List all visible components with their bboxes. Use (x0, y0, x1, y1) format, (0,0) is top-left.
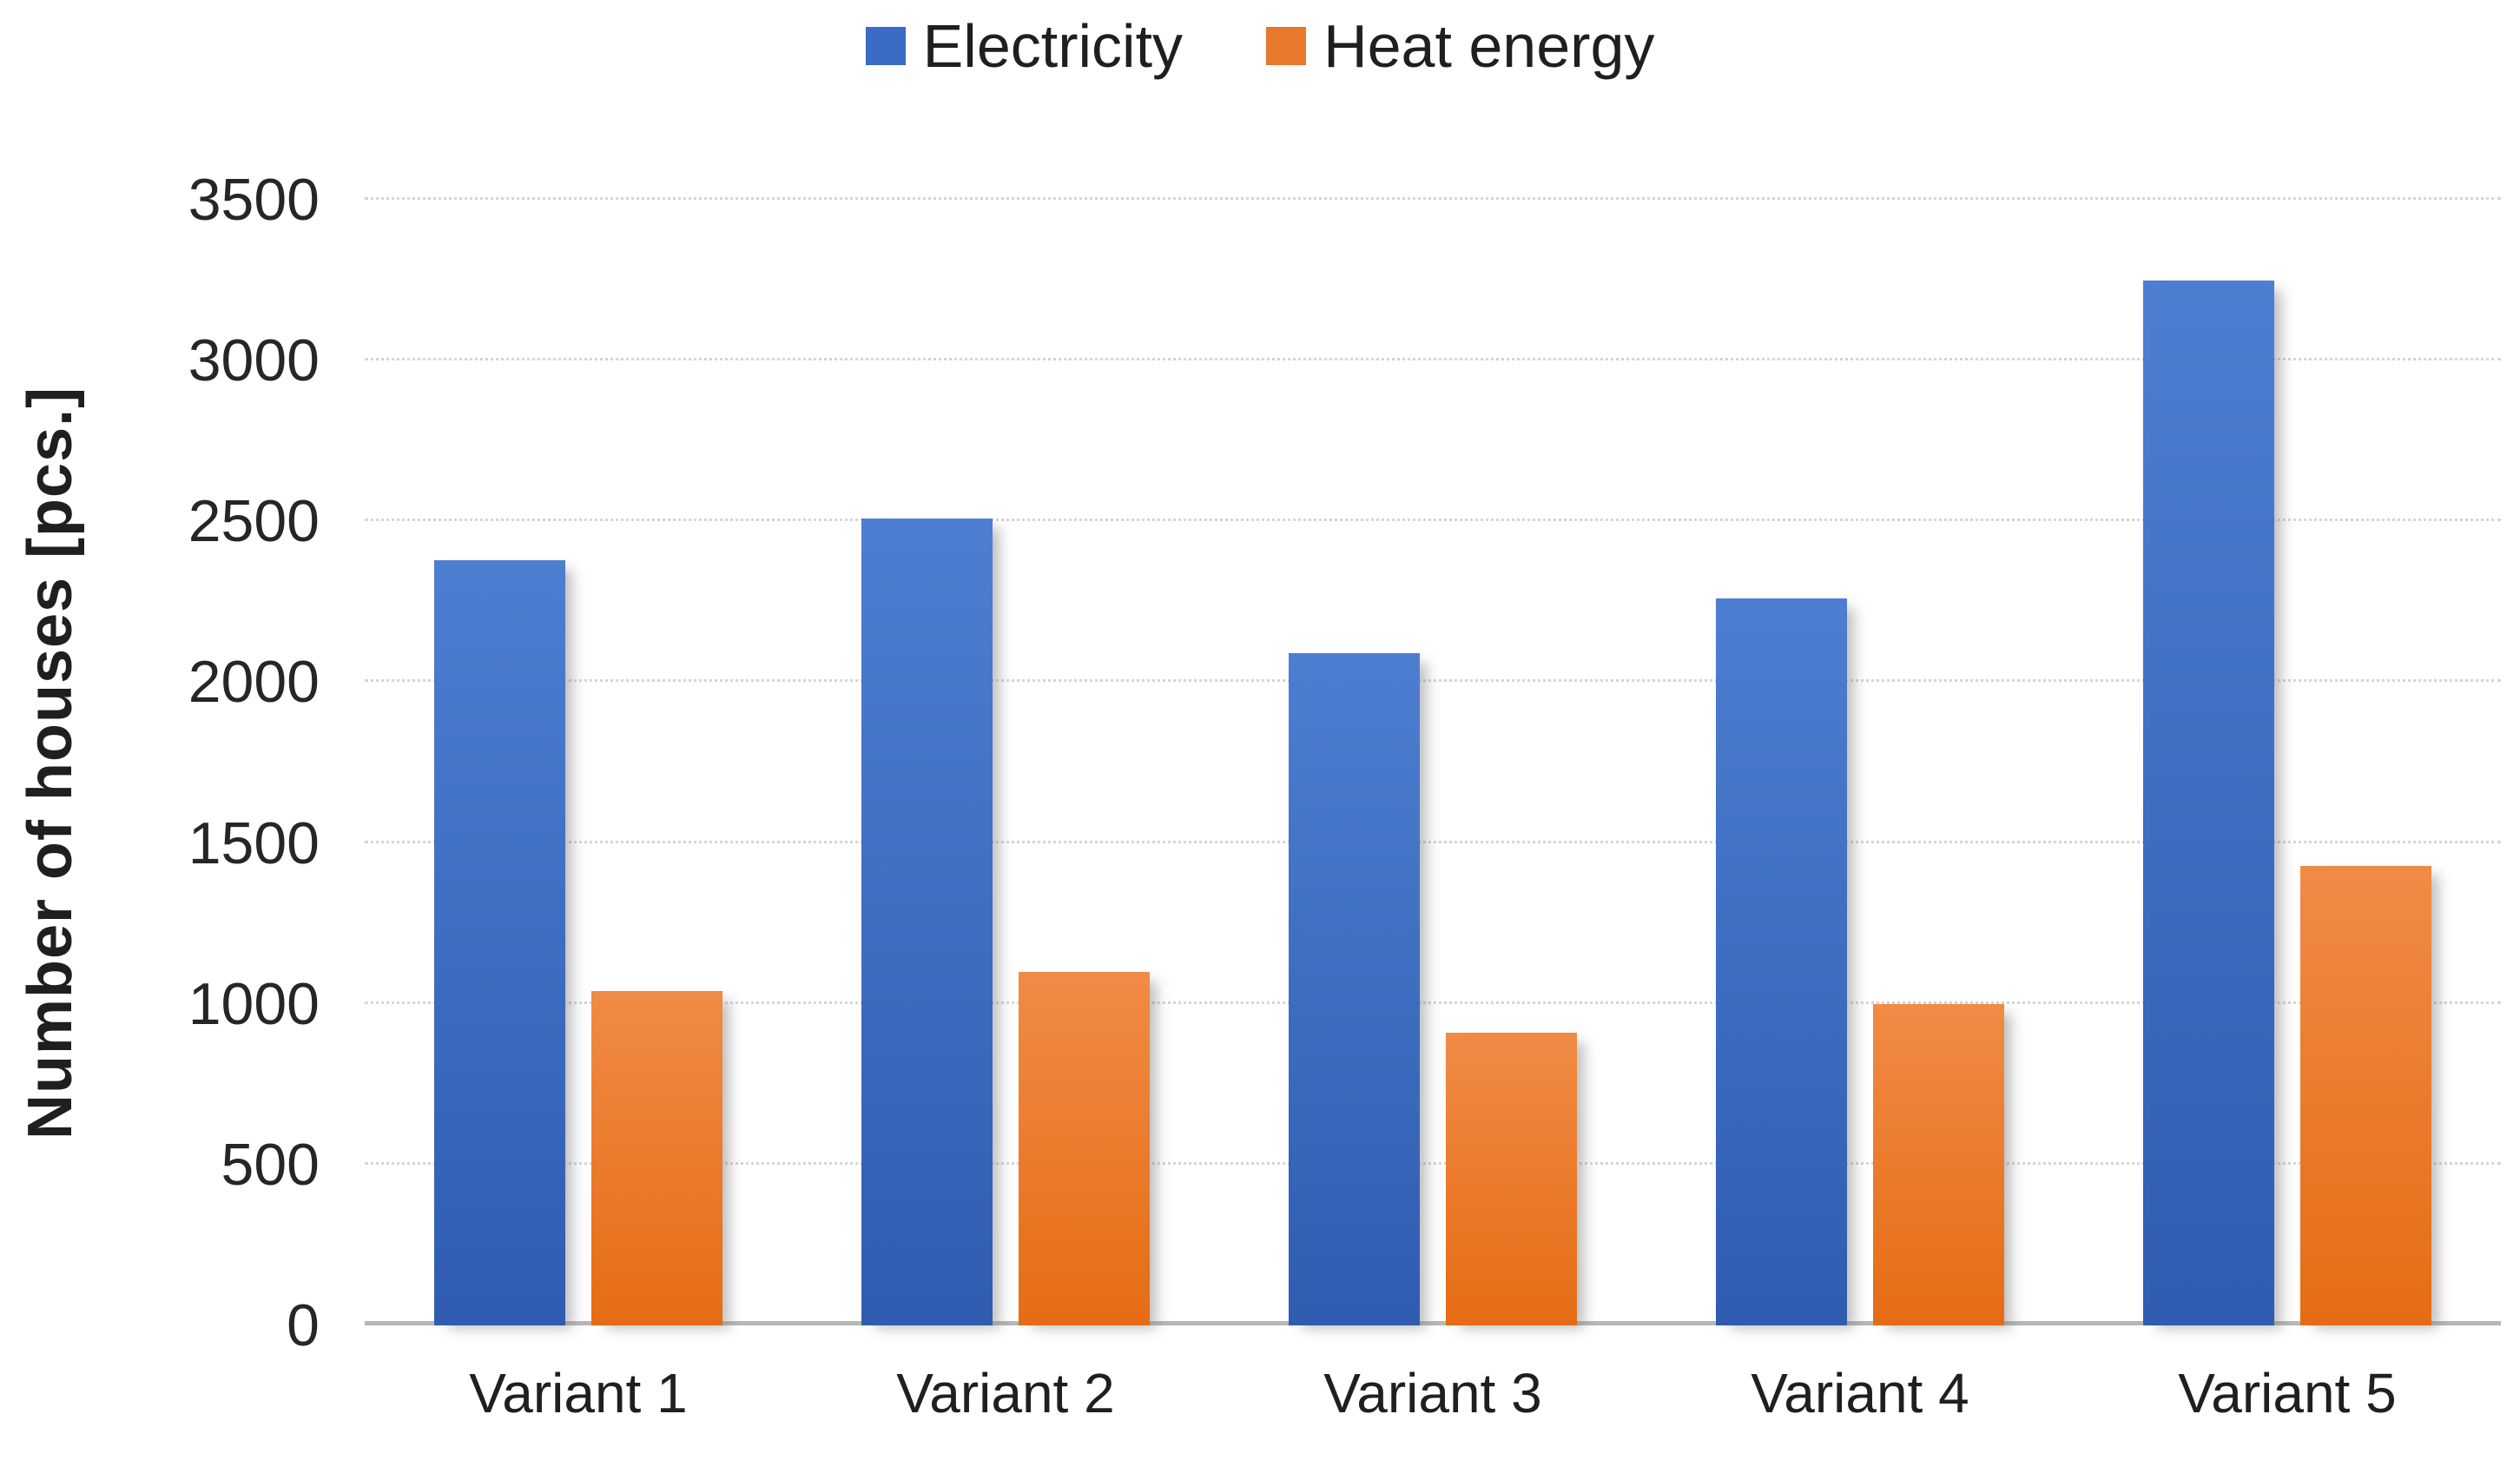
y-tick-label: 0 (287, 1292, 320, 1358)
gridline (365, 1001, 2501, 1004)
legend-swatch-icon (865, 27, 906, 65)
bar-heat-energy-variant-5 (2300, 865, 2431, 1325)
legend-label: Heat energy (1323, 12, 1655, 80)
x-category-label: Variant 5 (2178, 1362, 2397, 1424)
gridline (365, 197, 2501, 200)
x-category-label: Variant 4 (1751, 1362, 1969, 1424)
bar-electricity-variant-1 (434, 559, 565, 1325)
legend-label: Electricity (922, 12, 1184, 80)
gridline (365, 679, 2501, 683)
x-axis-line (365, 1321, 2501, 1325)
y-tick-label: 3000 (188, 327, 320, 394)
y-tick-label: 1500 (188, 809, 320, 876)
bar-heat-energy-variant-1 (591, 990, 722, 1325)
bar-heat-energy-variant-3 (1446, 1033, 1577, 1325)
x-category-label: Variant 3 (1323, 1362, 1542, 1424)
gridline (365, 519, 2501, 522)
bar-electricity-variant-4 (1716, 598, 1847, 1325)
bar-electricity-variant-2 (861, 518, 993, 1325)
y-tick-label: 500 (221, 1131, 320, 1198)
bar-heat-energy-variant-2 (1019, 971, 1150, 1325)
legend: Electricity Heat energy (0, 16, 2520, 76)
gridline (365, 358, 2501, 361)
legend-swatch-icon (1266, 27, 1307, 65)
y-axis-ticks: 0 500 1000 1500 2000 2500 3000 3500 (0, 170, 344, 1355)
gridline (365, 840, 2501, 843)
plot-area (365, 197, 2501, 1325)
y-tick-label: 2000 (188, 649, 320, 716)
x-axis-labels: Variant 1 Variant 2 Variant 3 Variant 4 Vari… (365, 1365, 2501, 1444)
legend-item-heat-energy: Heat energy (1266, 16, 1654, 76)
x-category-label: Variant 1 (469, 1362, 688, 1424)
legend-item-electricity: Electricity (865, 12, 1184, 80)
y-tick-label: 3500 (188, 167, 320, 233)
bar-electricity-variant-5 (2143, 280, 2274, 1325)
x-category-label: Variant 2 (896, 1362, 1115, 1424)
bar-heat-energy-variant-4 (1873, 1003, 2004, 1325)
y-tick-label: 2500 (188, 488, 320, 555)
gridline (365, 1161, 2501, 1165)
y-tick-label: 1000 (188, 970, 320, 1037)
bar-electricity-variant-3 (1289, 653, 1420, 1325)
